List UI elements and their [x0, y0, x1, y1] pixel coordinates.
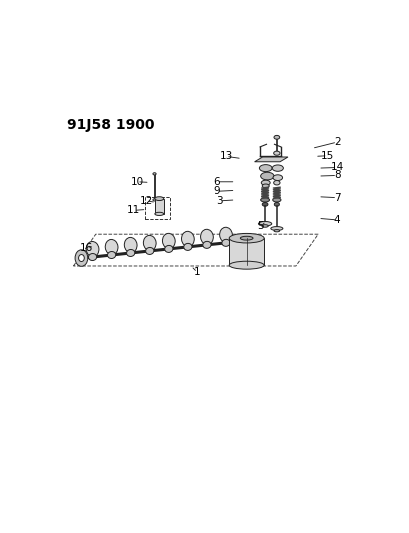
- Ellipse shape: [221, 239, 229, 246]
- Text: 91J58 1900: 91J58 1900: [67, 118, 154, 132]
- Text: 15: 15: [320, 151, 333, 161]
- Ellipse shape: [79, 255, 84, 262]
- Ellipse shape: [272, 165, 283, 171]
- Bar: [145, 197, 169, 219]
- Bar: [229, 238, 263, 265]
- Ellipse shape: [240, 236, 252, 240]
- Ellipse shape: [261, 180, 270, 185]
- Text: 1: 1: [193, 268, 200, 277]
- Ellipse shape: [155, 212, 163, 215]
- Ellipse shape: [183, 244, 191, 251]
- Ellipse shape: [200, 229, 213, 245]
- Ellipse shape: [181, 231, 194, 247]
- Ellipse shape: [261, 225, 267, 227]
- Ellipse shape: [202, 241, 211, 248]
- Ellipse shape: [272, 175, 282, 181]
- Ellipse shape: [270, 227, 282, 230]
- Ellipse shape: [162, 233, 175, 248]
- Text: 14: 14: [330, 163, 343, 173]
- Ellipse shape: [260, 172, 273, 180]
- Text: 3: 3: [216, 196, 222, 206]
- Ellipse shape: [124, 237, 137, 253]
- Ellipse shape: [88, 254, 97, 261]
- Ellipse shape: [155, 197, 163, 200]
- Text: 4: 4: [333, 215, 340, 225]
- Ellipse shape: [262, 203, 267, 206]
- Ellipse shape: [260, 198, 269, 202]
- Ellipse shape: [273, 230, 279, 232]
- Ellipse shape: [153, 173, 156, 175]
- Ellipse shape: [259, 165, 272, 172]
- Ellipse shape: [143, 236, 156, 251]
- Ellipse shape: [262, 184, 269, 188]
- Ellipse shape: [164, 245, 173, 253]
- Ellipse shape: [272, 198, 280, 202]
- Polygon shape: [254, 157, 287, 162]
- Text: 5: 5: [257, 221, 264, 231]
- Text: 10: 10: [130, 177, 143, 187]
- Text: 6: 6: [213, 177, 219, 187]
- Ellipse shape: [273, 151, 279, 155]
- Ellipse shape: [153, 199, 156, 201]
- Text: 13: 13: [219, 151, 232, 161]
- Ellipse shape: [258, 222, 271, 226]
- Ellipse shape: [229, 261, 263, 269]
- Ellipse shape: [229, 233, 263, 243]
- Text: 9: 9: [213, 187, 219, 196]
- Text: 12: 12: [139, 196, 153, 206]
- Text: 2: 2: [333, 137, 340, 147]
- Ellipse shape: [273, 181, 279, 185]
- Ellipse shape: [107, 252, 115, 259]
- Ellipse shape: [75, 250, 88, 266]
- Text: 16: 16: [79, 243, 92, 253]
- Ellipse shape: [105, 239, 118, 255]
- Ellipse shape: [274, 203, 279, 206]
- Ellipse shape: [273, 135, 279, 139]
- Text: 7: 7: [333, 192, 340, 203]
- Ellipse shape: [126, 249, 135, 256]
- Text: 8: 8: [333, 171, 340, 181]
- Bar: [155, 199, 163, 214]
- Text: 11: 11: [127, 205, 140, 215]
- Ellipse shape: [86, 241, 99, 257]
- Ellipse shape: [219, 227, 232, 243]
- Ellipse shape: [145, 247, 153, 254]
